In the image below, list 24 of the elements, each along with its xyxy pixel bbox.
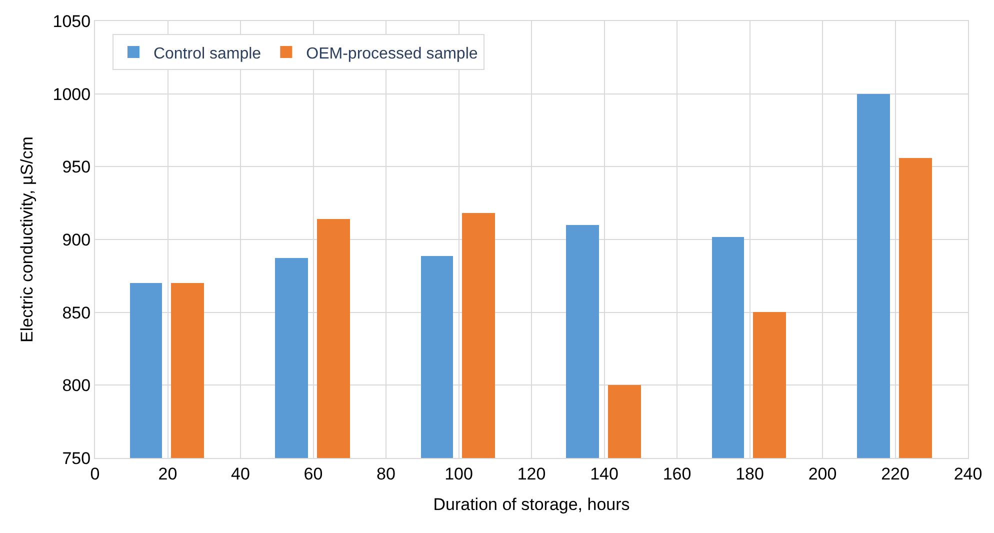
x-tick-label: 100 (444, 464, 473, 484)
y-tick-label: 950 (62, 158, 91, 177)
x-tick-label: 160 (662, 464, 692, 484)
x-tick-label: 80 (376, 464, 396, 484)
y-tick-label: 850 (62, 303, 91, 322)
x-tick-label: 200 (808, 464, 837, 484)
y-tick-label: 800 (62, 376, 91, 396)
y-axis-title: Electric conductivity, µS/cm (17, 136, 36, 342)
legend-label: Control sample (153, 45, 262, 62)
x-tick-label: 240 (954, 464, 982, 484)
x-tick-label: 180 (736, 464, 764, 484)
x-tick-label: 20 (158, 464, 178, 484)
y-tick-label: 900 (62, 230, 91, 250)
x-tick-label: 40 (231, 464, 250, 484)
legend-label: OEM-processed sample (306, 45, 478, 62)
x-tick-label: 60 (304, 464, 323, 484)
y-tick-label: 750 (62, 448, 91, 468)
x-tick-label: 220 (881, 464, 910, 484)
x-tick-label: 140 (590, 464, 618, 484)
y-tick-label: 1050 (52, 12, 91, 31)
x-axis-title: Duration of storage, hours (433, 494, 630, 514)
x-tick-label: 0 (90, 464, 100, 484)
x-tick-label: 120 (517, 464, 546, 484)
y-tick-label: 1000 (52, 84, 91, 104)
